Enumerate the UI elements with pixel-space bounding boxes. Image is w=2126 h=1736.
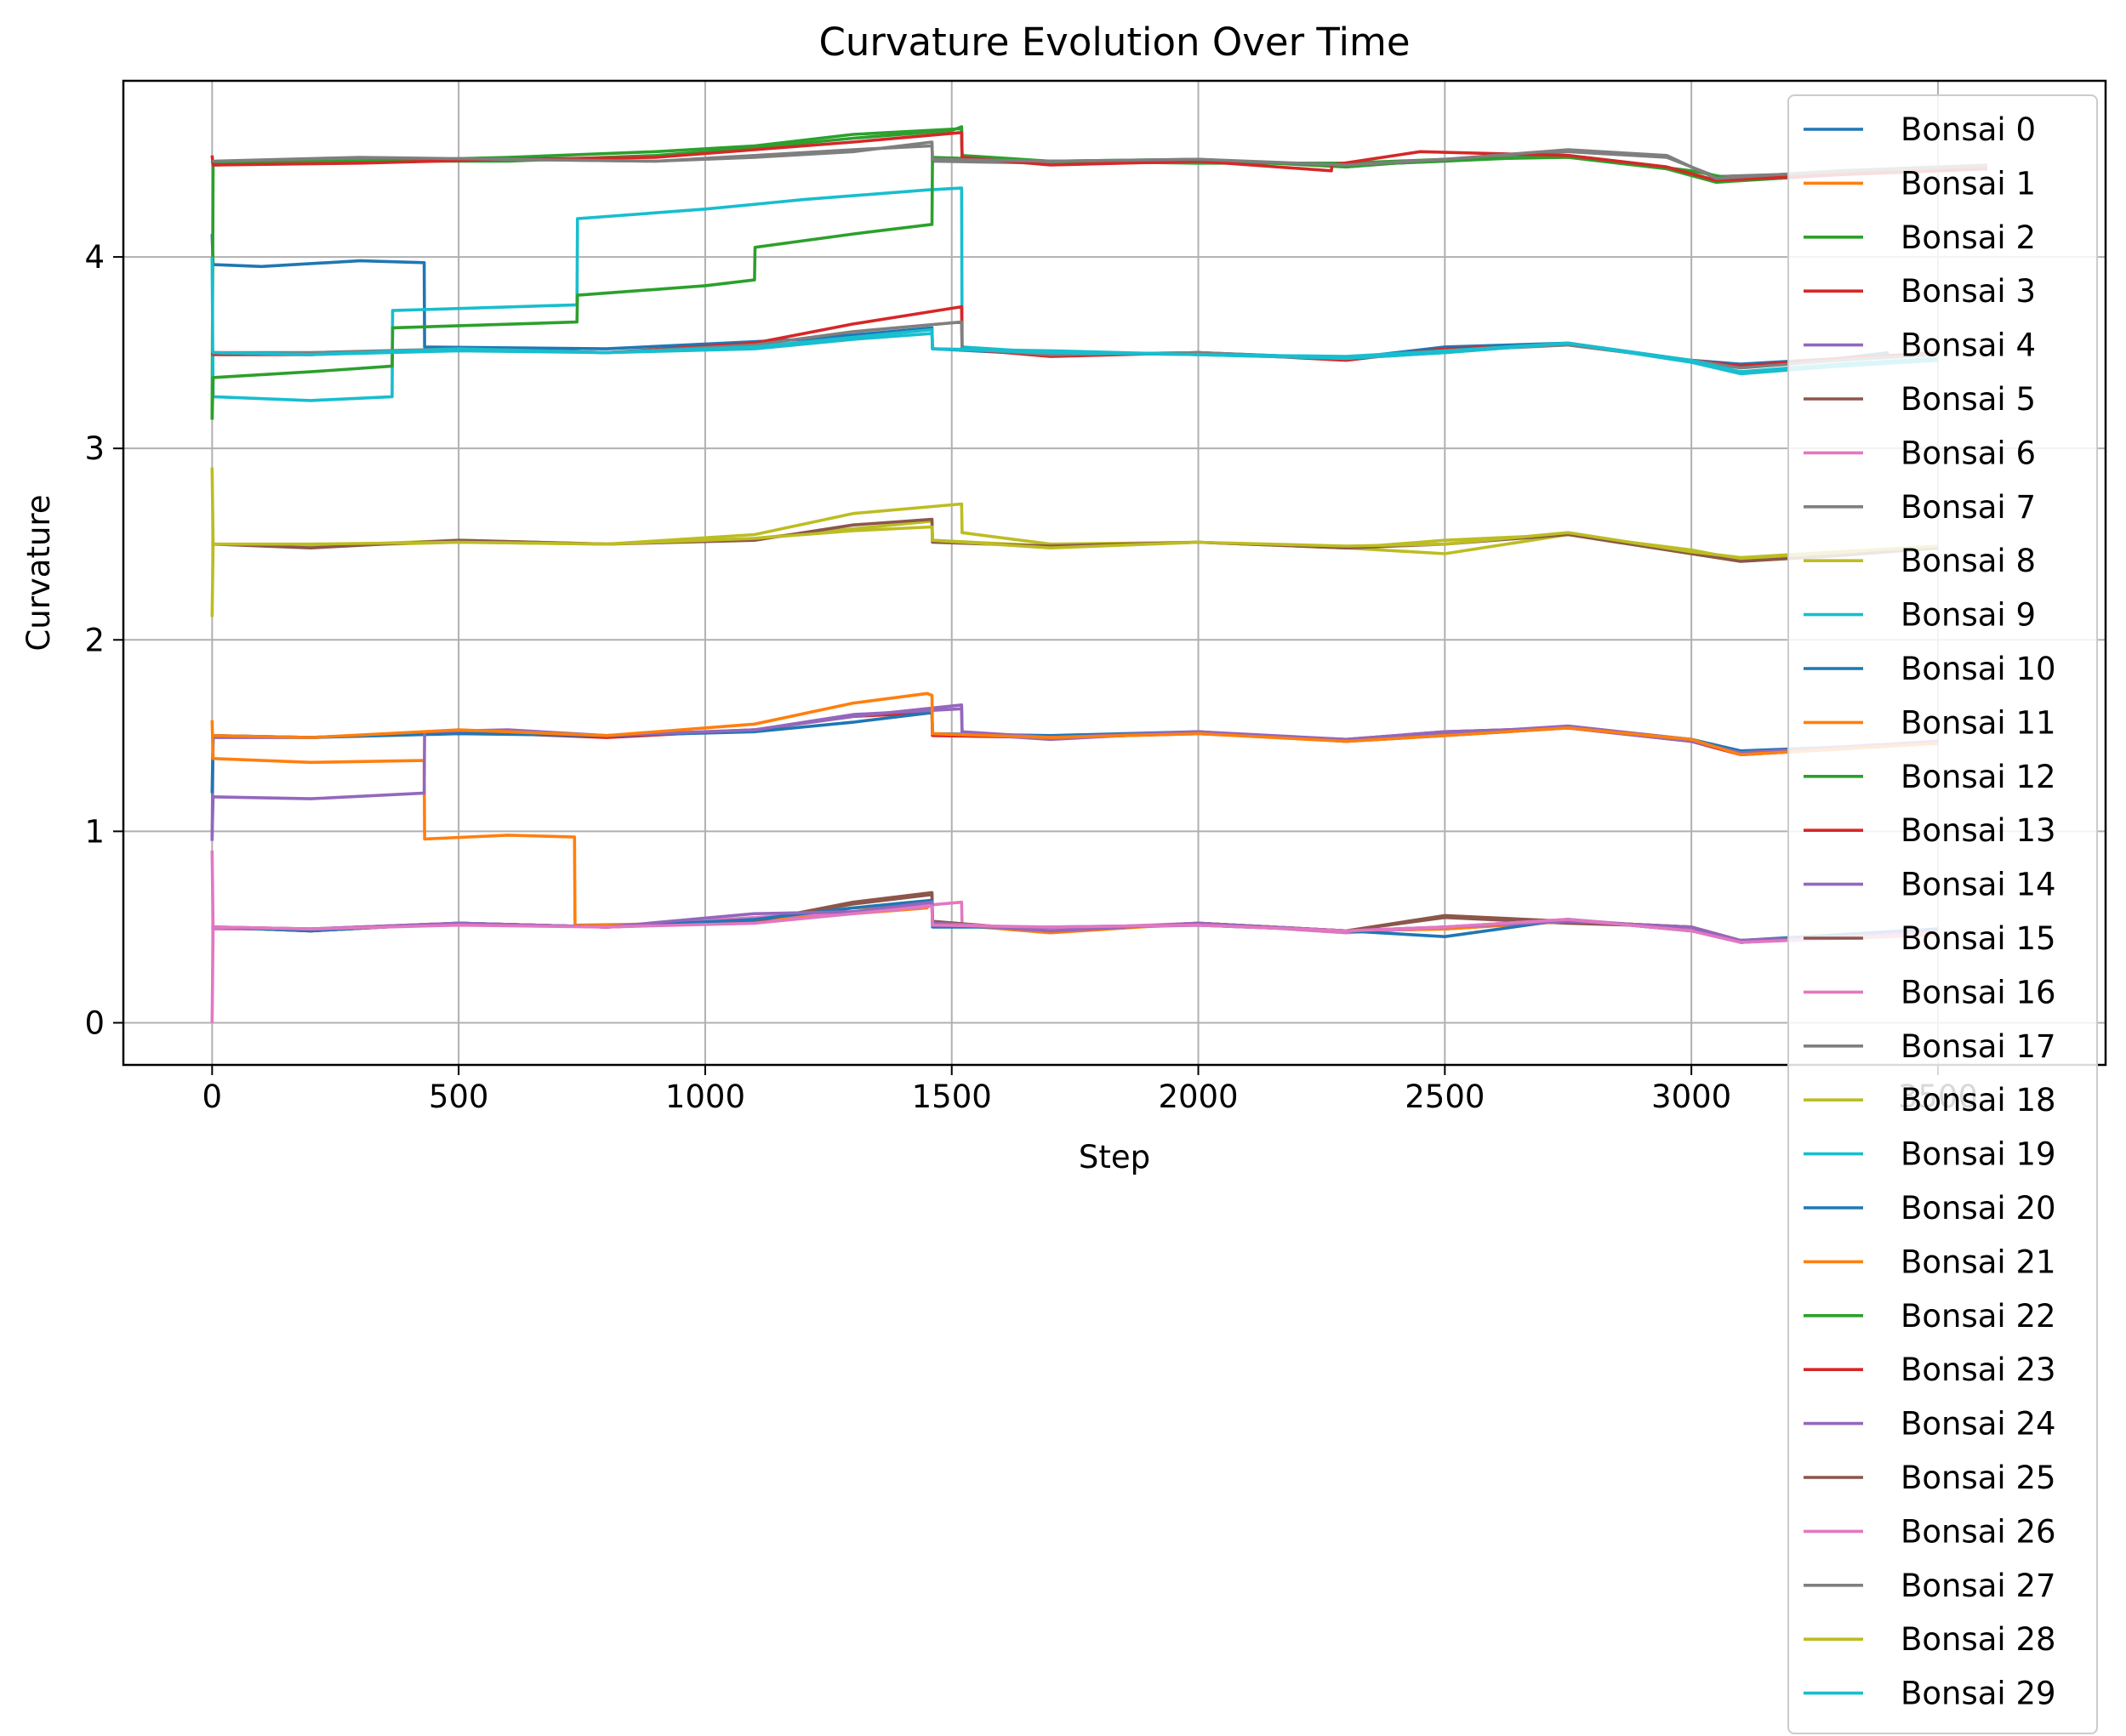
series-line-bonsai-29 <box>211 332 1939 376</box>
series-line-bonsai-21 <box>211 692 1939 757</box>
legend-entry: Bonsai 15 <box>1901 920 2056 957</box>
legend-entry: Bonsai 2 <box>1901 219 2036 256</box>
legend-entry: Bonsai 1 <box>1901 165 2036 202</box>
y-tick-label: 2 <box>84 622 105 658</box>
legend-entry: Bonsai 23 <box>1901 1352 2056 1388</box>
y-tick-label: 0 <box>84 1005 105 1041</box>
legend-entry: Bonsai 21 <box>1901 1244 2056 1280</box>
chart-title: Curvature Evolution Over Time <box>818 20 1410 65</box>
legend-entry: Bonsai 22 <box>1901 1298 2056 1335</box>
legend-entry: Bonsai 4 <box>1901 327 2036 364</box>
legend-entry: Bonsai 26 <box>1901 1513 2056 1550</box>
y-tick-label: 3 <box>84 430 105 467</box>
legend-entry: Bonsai 20 <box>1901 1190 2056 1227</box>
x-tick-label: 500 <box>429 1079 489 1115</box>
plot-frame <box>122 79 2107 1067</box>
x-tick-label: 1000 <box>665 1079 745 1115</box>
y-tick-label: 4 <box>84 239 105 276</box>
legend-box <box>1787 94 2098 1734</box>
legend-entry: Bonsai 7 <box>1901 489 2036 526</box>
legend-entry: Bonsai 10 <box>1901 651 2056 687</box>
y-axis-label: Curvature <box>20 494 57 651</box>
legend-entry: Bonsai 11 <box>1901 704 2056 741</box>
x-tick-label: 0 <box>202 1079 223 1115</box>
series-line-bonsai-28 <box>211 525 1939 560</box>
x-axis-label: Step <box>1079 1139 1150 1175</box>
x-tick-label: 3000 <box>1651 1079 1731 1115</box>
legend-entry: Bonsai 13 <box>1901 812 2056 849</box>
legend-entry: Bonsai 6 <box>1901 435 2036 471</box>
legend-entry: Bonsai 18 <box>1901 1082 2056 1118</box>
legend-entry: Bonsai 24 <box>1901 1406 2056 1443</box>
series-lines <box>210 125 1987 1023</box>
legend: Bonsai 0 Bonsai 1 Bonsai 2 Bonsai 3 Bonsai 4… <box>1787 94 2098 1734</box>
legend-entry: Bonsai 25 <box>1901 1460 2056 1496</box>
y-tick-label: 1 <box>84 813 105 850</box>
legend-entry: Bonsai 0 <box>1901 111 2036 148</box>
legend-entry: Bonsai 17 <box>1901 1028 2056 1065</box>
y-axis-ticks: 0 1 2 3 4 <box>84 239 123 1041</box>
legend-entry: Bonsai 27 <box>1901 1568 2056 1604</box>
legend-entry: Bonsai 16 <box>1901 974 2056 1010</box>
legend-entry: Bonsai 28 <box>1901 1621 2056 1658</box>
series-line-bonsai-14 <box>210 707 1939 838</box>
legend-entry: Bonsai 8 <box>1901 543 2036 579</box>
legend-entry: Bonsai 9 <box>1901 597 2036 634</box>
x-tick-label: 1500 <box>912 1079 992 1115</box>
legend-entry: Bonsai 14 <box>1901 867 2056 903</box>
legend-entry: Bonsai 3 <box>1901 273 2036 310</box>
legend-entry: Bonsai 29 <box>1901 1676 2056 1712</box>
legend-entry: Bonsai 5 <box>1901 381 2036 418</box>
x-tick-label: 2500 <box>1405 1079 1485 1115</box>
series-line-bonsai-26 <box>211 904 1939 944</box>
series-line-bonsai-27 <box>211 144 1987 180</box>
x-tick-label: 2000 <box>1158 1079 1238 1115</box>
legend-entry: Bonsai 12 <box>1901 759 2056 795</box>
legend-entry: Bonsai 19 <box>1901 1136 2056 1173</box>
